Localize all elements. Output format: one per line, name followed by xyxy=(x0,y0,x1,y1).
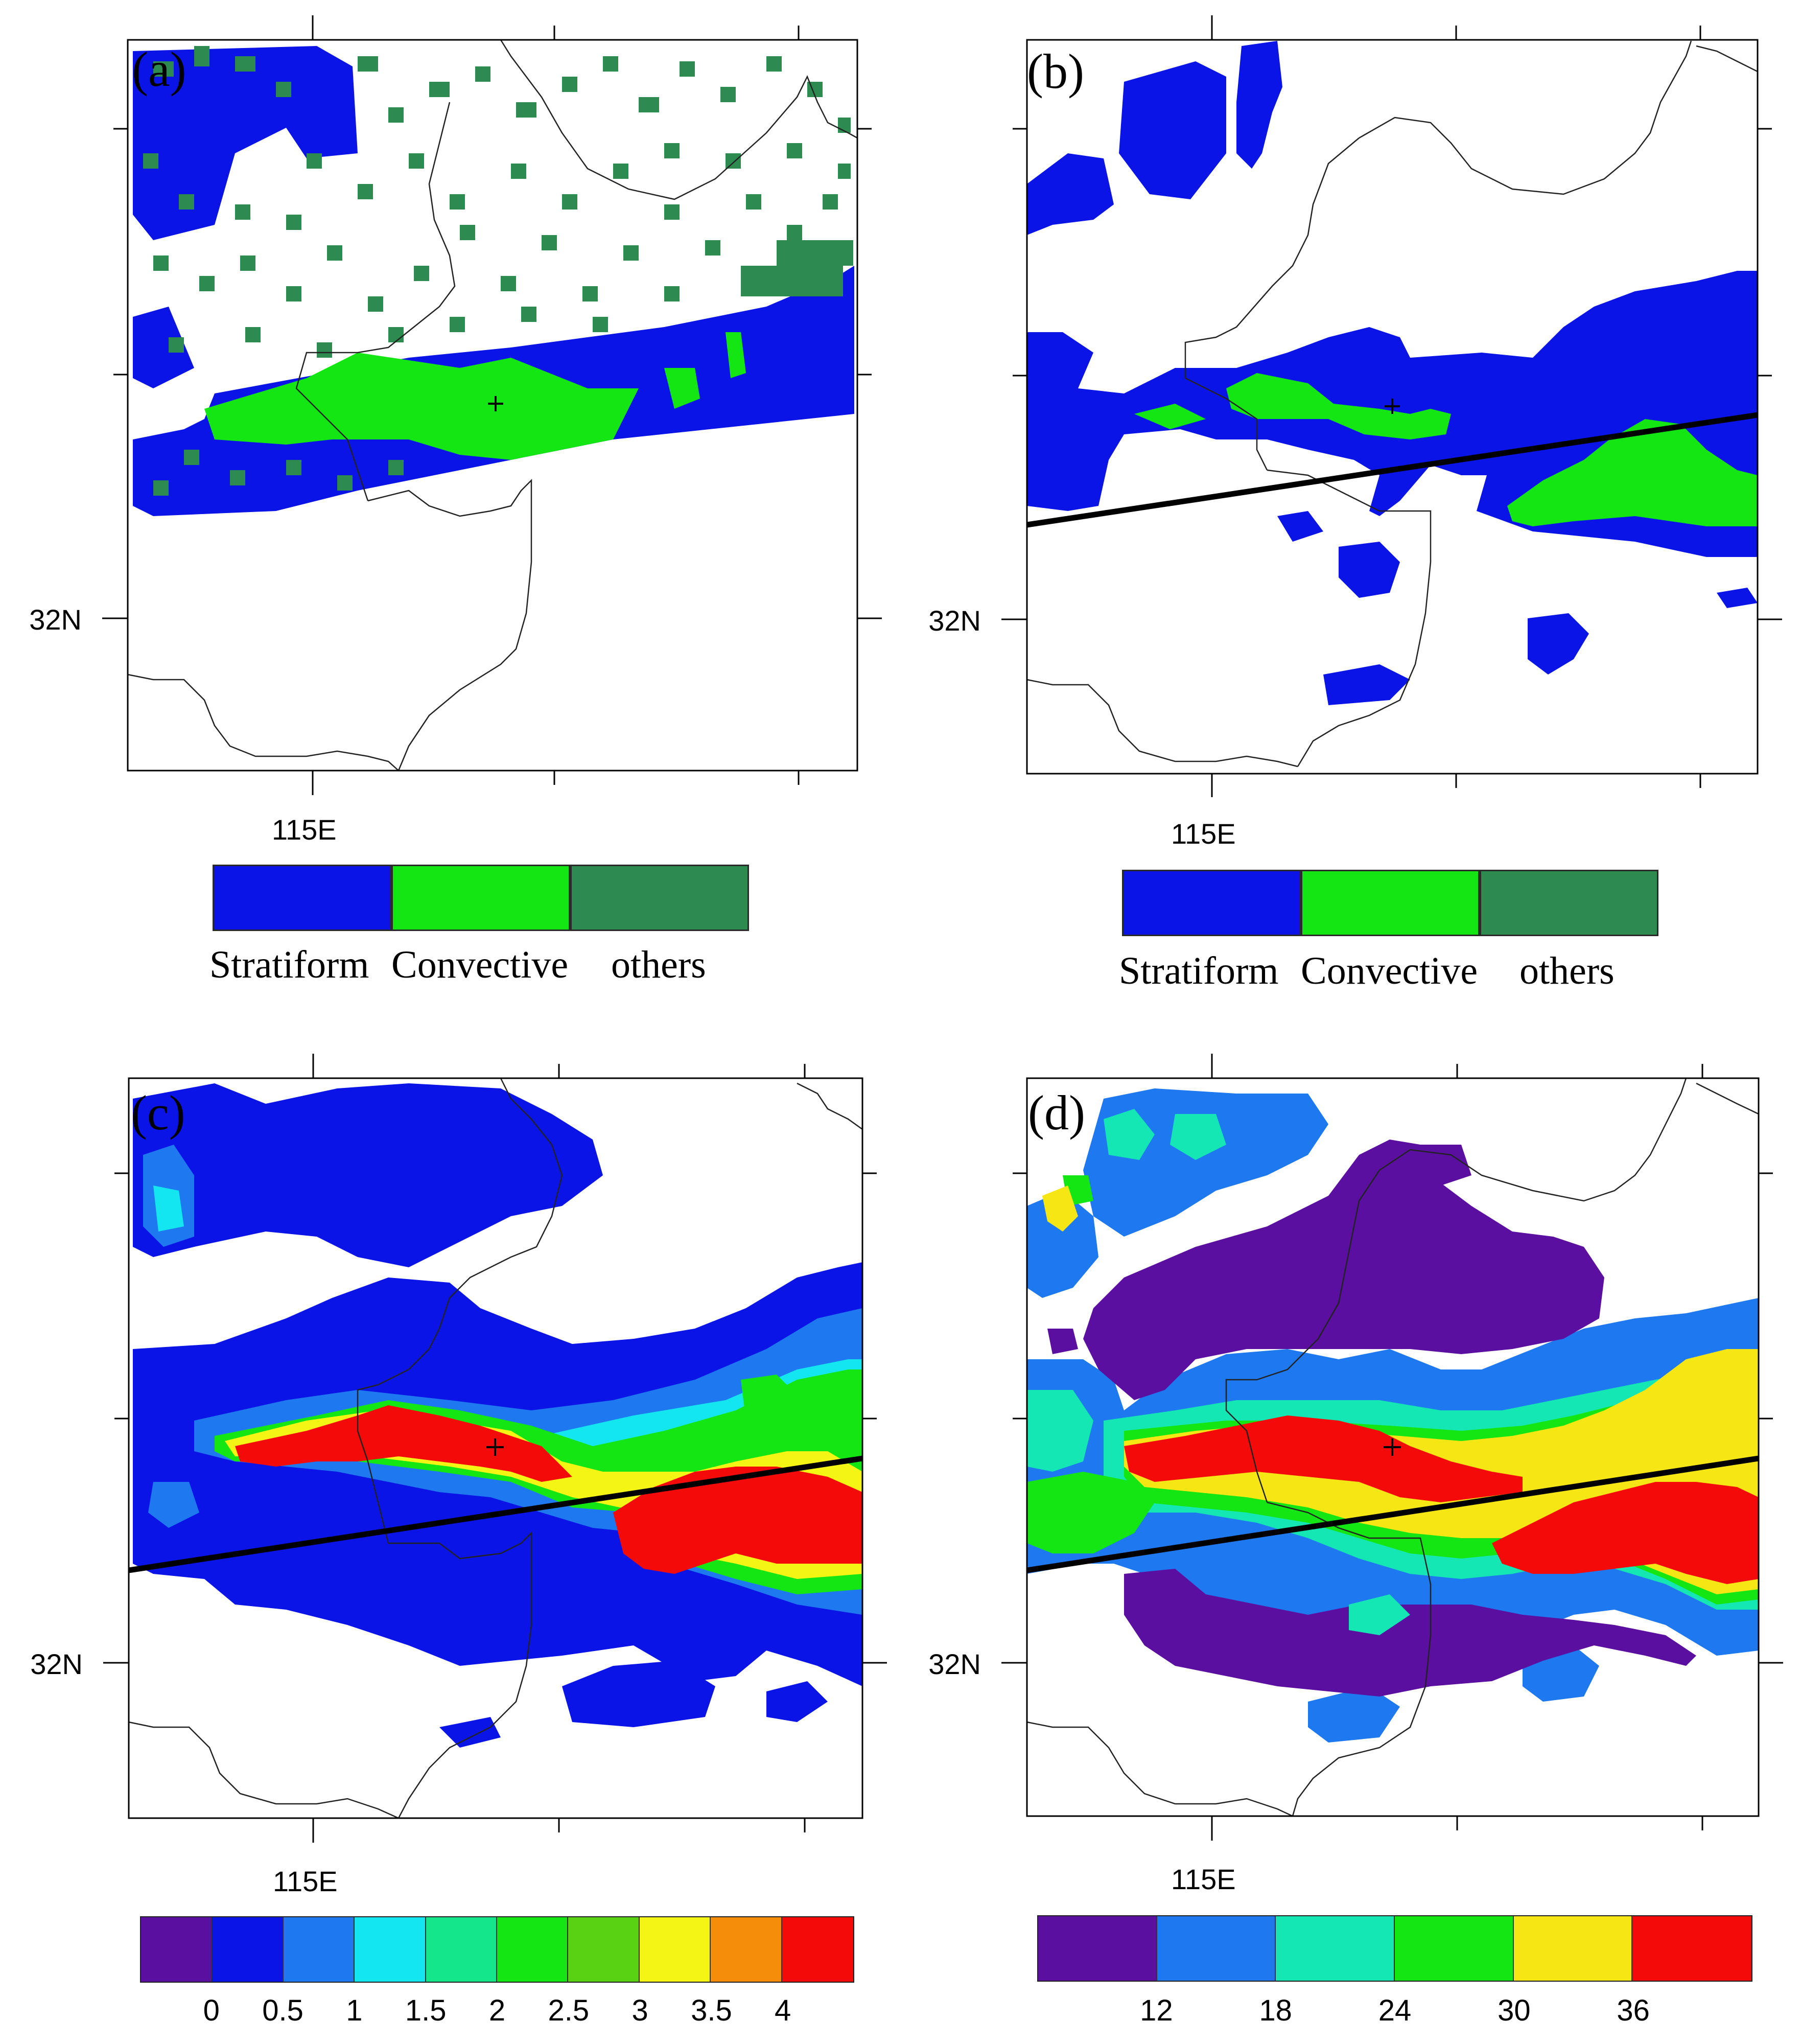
lat-label: 32N xyxy=(928,605,981,637)
colorbar-segment xyxy=(1157,1916,1276,1981)
legend-label-stratiform: Stratiform xyxy=(209,943,369,986)
center-marker xyxy=(1384,1438,1401,1456)
axis-ticks xyxy=(103,1054,887,1843)
axis-ticks xyxy=(1001,15,1782,797)
legend-label-stratiform: Stratiform xyxy=(1119,949,1279,992)
colorbar-tick-label: 4 xyxy=(775,1994,791,2027)
center-marker xyxy=(488,396,503,411)
legend-swatch-stratiform xyxy=(213,865,391,931)
colorbar-c xyxy=(140,1916,854,1983)
colorbar-segment xyxy=(212,1917,284,1982)
panel-label: (d) xyxy=(1028,1085,1085,1140)
boundary-lines xyxy=(127,39,858,771)
colorbar-tick-label: 18 xyxy=(1259,1994,1292,2027)
convective-region xyxy=(664,368,700,409)
colorbar-segment xyxy=(283,1917,355,1982)
colorbar-segment xyxy=(426,1917,497,1982)
colorbar-tick-label: 12 xyxy=(1140,1994,1173,2027)
colorbar-segment xyxy=(141,1917,213,1982)
map-frame xyxy=(127,39,858,772)
convective-region xyxy=(726,332,746,378)
lon-label: 115E xyxy=(1171,1863,1236,1895)
map-frame xyxy=(1026,1077,1760,1817)
cross-section-line xyxy=(128,1455,863,1573)
panel-label: (c) xyxy=(131,1085,185,1140)
colorbar-tick-label: 0.5 xyxy=(262,1994,303,2027)
legend-label-others: others xyxy=(1519,949,1615,992)
stratiform-region xyxy=(133,307,194,388)
axis-ticks xyxy=(1001,1054,1783,1841)
colorbar-tick-label: 2.5 xyxy=(548,1994,590,2027)
colorbar-tick-label: 0 xyxy=(203,1994,220,2027)
boundary-lines xyxy=(1026,40,1758,768)
colorbar-segment xyxy=(1394,1916,1514,1981)
contour-fill-purple xyxy=(1047,1140,1696,1697)
colorbar-tick-label: 30 xyxy=(1498,1994,1531,2027)
colorbar-segment xyxy=(782,1917,853,1982)
legend-label-convective: Convective xyxy=(1301,949,1478,992)
legend-swatch-convective xyxy=(1301,870,1480,936)
panel-label: (b) xyxy=(1027,44,1084,99)
colorbar-segment xyxy=(497,1917,569,1982)
lon-label: 115E xyxy=(272,814,337,846)
stratiform-region xyxy=(133,46,358,240)
legend-swatch-convective xyxy=(391,865,570,931)
convective-region xyxy=(1134,373,1758,526)
colorbar-segment xyxy=(639,1917,711,1982)
colorbar-segment xyxy=(711,1917,782,1982)
cross-section-line xyxy=(1026,412,1758,528)
colorbar-segment xyxy=(1632,1916,1751,1981)
legend-swatch-others xyxy=(570,865,749,931)
colorbar-tick-label: 1.5 xyxy=(405,1994,447,2027)
legend-swatch-others xyxy=(1480,870,1658,936)
lat-label: 32N xyxy=(30,1648,83,1680)
axis-ticks xyxy=(102,15,882,795)
center-marker xyxy=(1385,399,1400,414)
legend-swatch-stratiform xyxy=(1122,870,1301,936)
contour-fill-red xyxy=(235,1405,862,1574)
colorbar-tick-label: 36 xyxy=(1617,1994,1650,2027)
lon-label: 115E xyxy=(1171,818,1236,850)
lat-label: 32N xyxy=(928,1648,981,1680)
legend-label-others: others xyxy=(611,943,706,986)
colorbar-tick-label: 3 xyxy=(631,1994,648,2027)
colorbar-tick-label: 3.5 xyxy=(691,1994,732,2027)
colorbar-tick-label: 1 xyxy=(346,1994,363,2027)
boundary-lines xyxy=(1026,1078,1759,1817)
boundary-lines xyxy=(128,1078,863,1819)
convective-region xyxy=(204,353,639,460)
others-scatter xyxy=(143,46,853,496)
contour-fill-red xyxy=(1124,1415,1759,1584)
lat-label: 32N xyxy=(29,603,82,636)
colorbar-segment xyxy=(568,1917,640,1982)
category-legend-a xyxy=(213,865,749,931)
colorbar-tick-label: 2 xyxy=(488,1994,506,2027)
lon-label: 115E xyxy=(273,1865,338,1897)
map-frame xyxy=(1026,39,1759,775)
colorbar-tick-label: 24 xyxy=(1378,1994,1412,2027)
category-legend-b xyxy=(1122,870,1658,936)
colorbar-segment xyxy=(1513,1916,1633,1981)
colorbar-segment xyxy=(355,1917,426,1982)
center-marker xyxy=(486,1438,504,1456)
legend-label-convective: Convective xyxy=(391,943,569,986)
cross-section-line xyxy=(1026,1455,1759,1573)
map-frame xyxy=(128,1077,863,1819)
colorbar-segment xyxy=(1038,1916,1157,1981)
colorbar-segment xyxy=(1276,1916,1395,1981)
panel-label: (a) xyxy=(132,42,186,97)
colorbar-d xyxy=(1037,1915,1752,1982)
